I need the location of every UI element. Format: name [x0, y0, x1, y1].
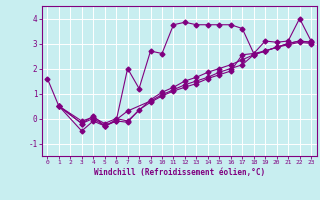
X-axis label: Windchill (Refroidissement éolien,°C): Windchill (Refroidissement éolien,°C)	[94, 168, 265, 177]
